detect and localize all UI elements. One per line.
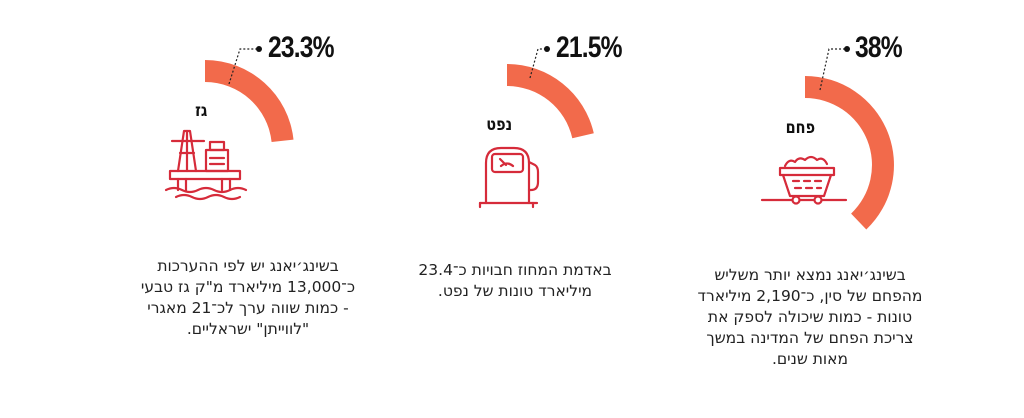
- coal-leader-dot: [844, 46, 850, 52]
- gas-arc: [205, 60, 294, 142]
- coal-arc: [805, 76, 894, 230]
- coal-label: פחם: [785, 118, 816, 138]
- oil-rig-icon: [164, 129, 248, 201]
- oil-arc: [507, 64, 594, 139]
- gas-leader: [228, 48, 258, 85]
- coal-description: בשינג׳יאנג נמצא יותר משליש מהפחם של סין,…: [697, 266, 923, 368]
- gas-percent: 23.3%: [268, 31, 334, 64]
- oil-leader-dot: [544, 46, 550, 52]
- coal-percent: 38%: [855, 31, 903, 64]
- oil-label: נפט: [486, 115, 513, 135]
- gas-leader-dot: [256, 46, 262, 52]
- fuel-pump-icon: [478, 146, 540, 209]
- oil-description: באדמת המחוז חבויות כ־23.4 מיליארד טונות …: [418, 261, 612, 300]
- oil-percent: 21.5%: [556, 31, 622, 64]
- gas-description: בשינג׳יאנג יש לפי ההערכות כ־13,000 מיליא…: [140, 257, 356, 338]
- gas-label: גז: [195, 101, 208, 121]
- coal-cart-icon: [760, 155, 848, 205]
- coal-leader: [819, 48, 846, 91]
